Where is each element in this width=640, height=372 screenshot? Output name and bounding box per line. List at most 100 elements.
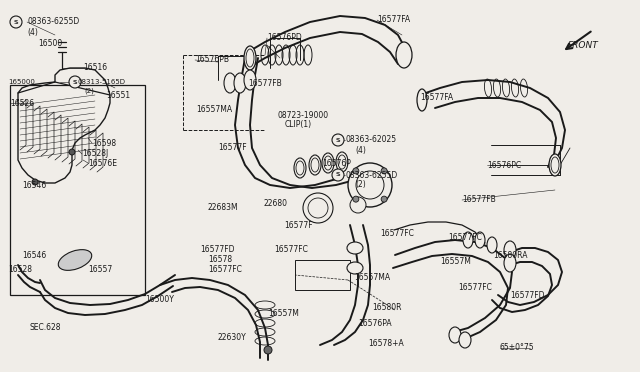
- Text: 16598: 16598: [92, 138, 116, 148]
- Text: S: S: [336, 138, 340, 142]
- Text: S: S: [336, 173, 340, 177]
- Circle shape: [348, 163, 392, 207]
- Ellipse shape: [234, 73, 246, 93]
- Circle shape: [381, 196, 387, 202]
- Text: 16528J: 16528J: [82, 150, 108, 158]
- Ellipse shape: [244, 70, 256, 90]
- Text: 16577FC: 16577FC: [458, 282, 492, 292]
- Circle shape: [69, 76, 81, 88]
- Text: 16577FA: 16577FA: [420, 93, 453, 102]
- Circle shape: [32, 179, 38, 185]
- Text: 16577FB: 16577FB: [248, 78, 282, 87]
- Text: 16580RA: 16580RA: [493, 250, 527, 260]
- Ellipse shape: [396, 42, 412, 68]
- Text: 16516: 16516: [83, 64, 107, 73]
- Text: 16577FB: 16577FB: [462, 196, 496, 205]
- Text: 22630Y: 22630Y: [218, 334, 247, 343]
- Text: 16577FC: 16577FC: [208, 266, 242, 275]
- Text: 16557: 16557: [88, 266, 112, 275]
- Ellipse shape: [475, 232, 485, 248]
- Text: 16500Y: 16500Y: [145, 295, 174, 305]
- Text: 16557M: 16557M: [268, 310, 299, 318]
- Text: 16576E: 16576E: [88, 158, 117, 167]
- Text: 16577FC: 16577FC: [448, 232, 482, 241]
- Bar: [295, 260, 350, 290]
- Circle shape: [381, 168, 387, 174]
- Text: 16546: 16546: [22, 182, 46, 190]
- Text: 65±0°75: 65±0°75: [500, 343, 534, 353]
- Text: 16528: 16528: [8, 266, 32, 275]
- Text: 16576P: 16576P: [322, 158, 351, 167]
- Ellipse shape: [463, 232, 473, 248]
- Circle shape: [353, 196, 359, 202]
- Circle shape: [69, 149, 75, 155]
- Text: S: S: [14, 19, 18, 25]
- Text: (4): (4): [355, 145, 366, 154]
- Text: 08363-6255D: 08363-6255D: [345, 170, 397, 180]
- Ellipse shape: [347, 262, 363, 274]
- Text: 08363-6255D: 08363-6255D: [27, 17, 79, 26]
- Text: 16576PD: 16576PD: [267, 33, 301, 42]
- Ellipse shape: [347, 242, 363, 254]
- Text: 16577FD: 16577FD: [200, 246, 234, 254]
- Text: 22683M: 22683M: [208, 203, 239, 212]
- Ellipse shape: [322, 153, 334, 173]
- Ellipse shape: [549, 154, 561, 176]
- Circle shape: [332, 169, 344, 181]
- Text: 16500: 16500: [38, 39, 62, 48]
- Text: (4): (4): [27, 28, 38, 36]
- Circle shape: [353, 168, 359, 174]
- Text: 16577F: 16577F: [284, 221, 312, 230]
- Text: 16576PA: 16576PA: [358, 318, 392, 327]
- Text: 16551: 16551: [106, 90, 130, 99]
- Text: 16578+A: 16578+A: [368, 340, 404, 349]
- Text: 16576PC: 16576PC: [487, 160, 521, 170]
- Ellipse shape: [336, 152, 348, 172]
- Text: 16557MA: 16557MA: [354, 273, 390, 282]
- Ellipse shape: [487, 237, 497, 253]
- Text: S: S: [336, 173, 340, 177]
- Ellipse shape: [224, 73, 236, 93]
- Text: S: S: [73, 80, 77, 84]
- Text: 165000: 165000: [8, 79, 35, 85]
- Text: 08313-5165D: 08313-5165D: [78, 79, 126, 85]
- Text: FRONT: FRONT: [568, 42, 599, 51]
- Circle shape: [303, 193, 333, 223]
- Ellipse shape: [417, 89, 427, 111]
- Text: 16580R: 16580R: [372, 304, 401, 312]
- Text: 16546: 16546: [22, 251, 46, 260]
- Ellipse shape: [244, 46, 256, 70]
- Text: 16577FC: 16577FC: [274, 246, 308, 254]
- Text: 16577FD: 16577FD: [510, 291, 545, 299]
- Text: (2): (2): [84, 88, 94, 94]
- Text: S: S: [336, 138, 340, 142]
- Text: 16577F: 16577F: [218, 144, 246, 153]
- Text: 16557MA: 16557MA: [196, 106, 232, 115]
- Text: 22680: 22680: [263, 199, 287, 208]
- Ellipse shape: [309, 155, 321, 175]
- Circle shape: [332, 134, 344, 146]
- Bar: [10, 85, 145, 295]
- Text: CLIP(1): CLIP(1): [285, 119, 312, 128]
- Text: 08723-19000: 08723-19000: [278, 110, 329, 119]
- Circle shape: [10, 16, 22, 28]
- Text: 16577FC: 16577FC: [380, 228, 414, 237]
- Ellipse shape: [504, 241, 516, 259]
- Text: 16577FA: 16577FA: [377, 16, 410, 25]
- Circle shape: [264, 346, 272, 354]
- Text: 08363-62025: 08363-62025: [345, 135, 396, 144]
- Ellipse shape: [449, 327, 461, 343]
- Text: S: S: [14, 19, 18, 25]
- Circle shape: [350, 197, 366, 213]
- Text: (2): (2): [355, 180, 365, 189]
- Text: SEC.628: SEC.628: [30, 324, 61, 333]
- Ellipse shape: [504, 254, 516, 272]
- Text: 16557M: 16557M: [440, 257, 471, 266]
- Text: 16576PB: 16576PB: [195, 55, 229, 64]
- Ellipse shape: [459, 332, 471, 348]
- Text: 16526: 16526: [10, 99, 34, 108]
- Text: S: S: [73, 80, 77, 84]
- Ellipse shape: [58, 250, 92, 270]
- Ellipse shape: [294, 158, 306, 178]
- Text: 16578: 16578: [208, 256, 232, 264]
